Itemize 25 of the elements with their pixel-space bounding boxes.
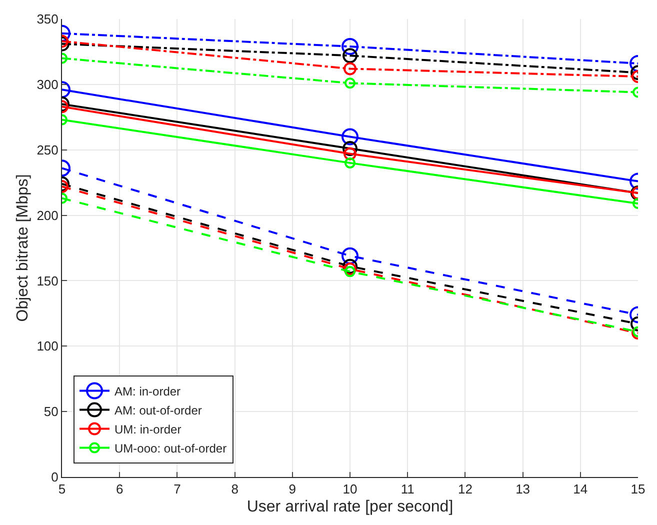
y-tick-label: 200 xyxy=(36,208,58,223)
x-tick-label: 10 xyxy=(342,482,358,497)
x-tick-label: 7 xyxy=(174,482,181,497)
x-tick-label: 6 xyxy=(116,482,124,497)
y-tick-label: 0 xyxy=(51,470,58,485)
x-tick-label: 12 xyxy=(458,482,472,497)
x-tick-label: 15 xyxy=(630,482,646,497)
x-tick-label: 8 xyxy=(231,482,238,497)
x-axis-title: User arrival rate [per second] xyxy=(246,498,454,516)
x-tick-label: 11 xyxy=(400,482,414,497)
legend-label: UM-ooo: out-of-order xyxy=(114,441,227,456)
y-tick-label: 350 xyxy=(36,12,58,27)
y-axis-title: Object bitrate [Mbps] xyxy=(14,174,32,322)
y-tick-label: 50 xyxy=(44,404,58,420)
legend-label: UM: in-order xyxy=(114,422,182,436)
x-tick-label: 5 xyxy=(58,482,66,497)
legend-label: AM: in-order xyxy=(114,384,181,398)
y-tick-label: 100 xyxy=(36,338,58,354)
y-tick-label: 300 xyxy=(36,76,58,92)
legend-label: AM: out-of-order xyxy=(114,403,202,418)
x-tick-label: 9 xyxy=(288,482,296,497)
y-tick-label: 250 xyxy=(36,142,58,158)
x-tick-label: 14 xyxy=(573,482,588,497)
x-tick-label: 13 xyxy=(516,482,530,497)
y-tick-label: 150 xyxy=(36,273,58,288)
